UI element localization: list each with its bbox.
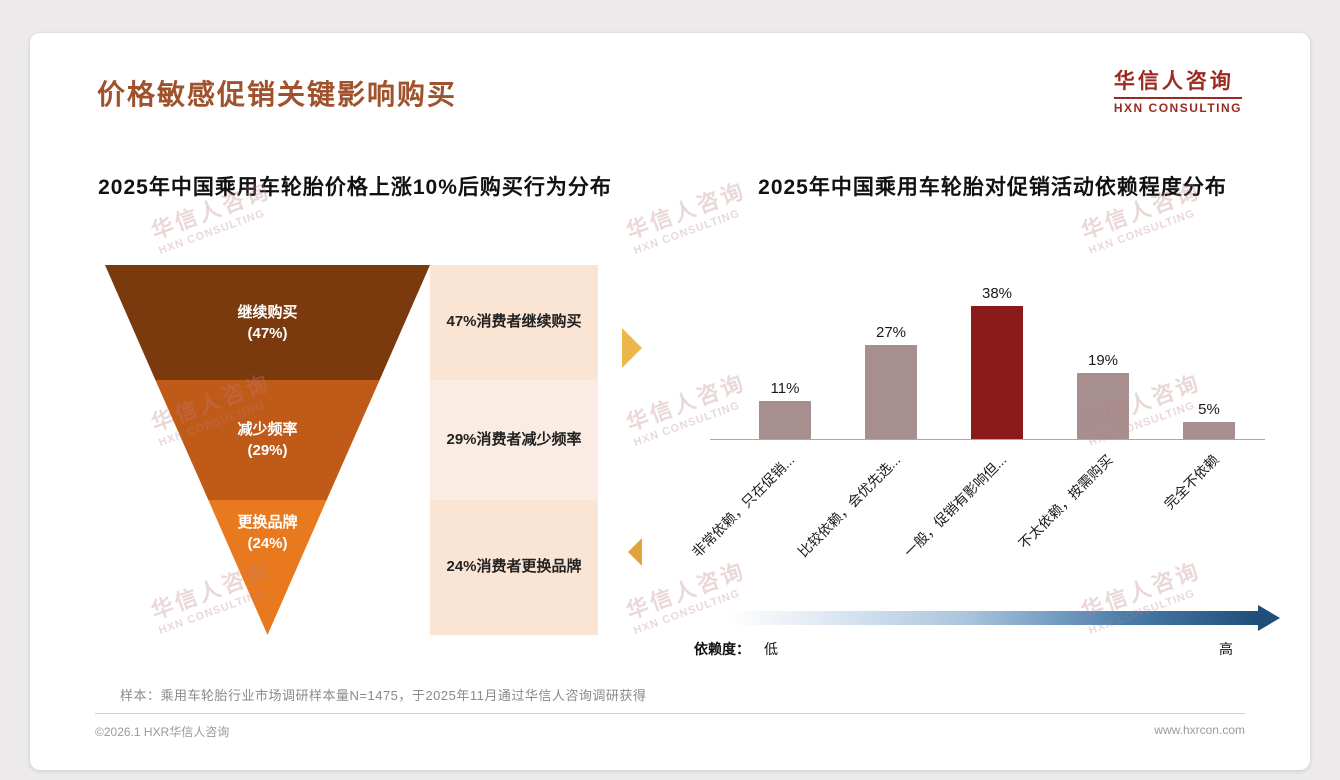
bar [1077,372,1129,439]
bar-column: 38% [944,273,1050,439]
sample-note: 样本：乘用车轮胎行业市场调研样本量N=1475，于2025年11月通过华信人咨询… [120,688,647,703]
funnel-annotations: 47%消费者继续购买 29%消费者减少频率 24%消费者更换品牌 [430,265,598,635]
funnel-segment: 继续购买 (47%) [105,265,430,380]
decoration-arrow-right-icon [622,328,642,368]
footer-url: www.hxrcon.com [1154,723,1245,737]
dependence-gradient-arrow [725,605,1280,631]
funnel-segment-label: 更换品牌 [237,514,298,531]
bar-value-label: 5% [1198,400,1220,418]
page-title: 价格敏感促销关键影响购买 [97,79,458,110]
slide-card: 华信人咨询 HXN CONSULTING 华信人咨询 HXN CONSULTING 华信… [30,33,1310,770]
arrowhead-icon [1258,605,1280,631]
bar-chart: 11% 27% 38% 19% 5% 非常依赖，只在促销... 比较依赖，会优先选... 一… [680,273,1280,693]
bar-value-label: 11% [770,379,800,397]
dependence-high-label: 高 [1219,641,1233,657]
decoration-arrow-left-icon [628,538,642,566]
dependence-low-label: 低 [764,641,778,657]
bar-tick-labels: 非常依赖，只在促销... 比较依赖，会优先选... 一般，促销有影响但... 不太依赖… [689,451,1222,561]
funnel-segment-label: 减少频率 [237,421,298,438]
bar [759,400,811,439]
bar [971,306,1023,439]
bar-column: 19% [1050,273,1156,439]
bar-chart-title: 2025年中国乘用车轮胎对促销活动依赖程度分布 [758,176,1227,199]
funnel-annotation: 24%消费者更换品牌 [430,500,598,635]
brand-logo-cn: 华信人咨询 [1113,70,1234,93]
footer: ©2026.1 HXR华信人咨询 www.hxrcon.com [95,713,1245,740]
funnel-segment: 减少频率 (29%) [155,380,380,500]
bar-column: 27% [838,273,944,439]
bar-value-label: 38% [981,285,1013,302]
gradient-bar [725,611,1258,625]
footer-copyright: ©2026.1 HXR华信人咨询 [95,725,230,739]
funnel-segment-label: 继续购买 [237,303,298,321]
bar-column: 5% [1156,273,1262,439]
brand-logo: 华信人咨询 HXN CONSULTING [1113,65,1242,115]
bar-value-label: 27% [875,323,907,341]
bar [1183,421,1235,439]
bar-column: 11% [732,273,838,439]
dependence-axis-labels: 依赖度： 低 高 [694,639,1239,659]
funnel-segment-value: (29%) [247,442,288,459]
funnel-annotation: 47%消费者继续购买 [430,265,598,380]
brand-logo-en: HXN CONSULTING [1113,97,1242,115]
bar-value-label: 19% [1087,351,1119,369]
bar [865,344,917,439]
bar-columns: 11% 27% 38% 19% 5% [710,273,1265,440]
funnel-chart-title: 2025年中国乘用车轮胎价格上涨10%后购买行为分布 [98,176,612,199]
dependence-axis-name: 依赖度： [694,641,750,657]
funnel-segment: 更换品牌 (24%) [208,500,327,635]
funnel-segment-value: (24%) [247,535,288,552]
funnel-segment-value: (47%) [247,324,288,342]
funnel-chart: 继续购买 (47%) 减少频率 (29%) 更换品牌 (24%) [105,265,430,635]
funnel-annotation: 29%消费者减少频率 [430,380,598,500]
